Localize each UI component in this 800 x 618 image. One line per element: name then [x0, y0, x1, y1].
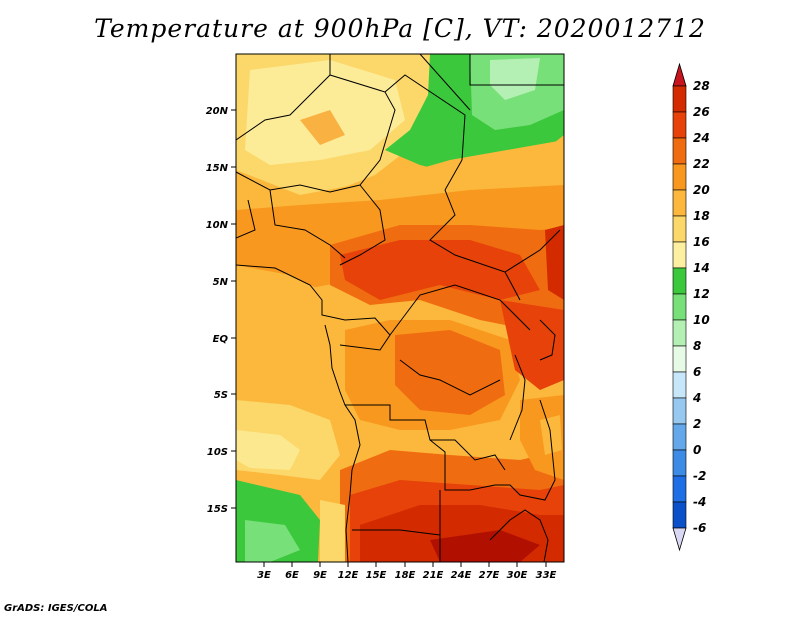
lon-label: 21E [423, 570, 444, 581]
colorbar-tick-label: 28 [693, 79, 710, 93]
colorbar-segment [672, 293, 687, 321]
colorbar-tick-label: -4 [693, 495, 706, 509]
colorbar-tick-label: 10 [693, 313, 710, 327]
colorbar-segment [672, 501, 687, 529]
lat-axis: 20N 15N 10N 5N EQ 5S 10S 15S [206, 106, 236, 515]
colorbar-segment [672, 371, 687, 399]
lat-label: 5N [213, 277, 229, 288]
lat-label: 10S [207, 447, 228, 458]
colorbar-tick-label: 20 [693, 183, 710, 197]
colorbar-segment [672, 111, 687, 139]
colorbar-bottom-arrow [672, 527, 687, 552]
colorbar-tick-label: 18 [693, 209, 710, 223]
lon-label: 6E [285, 570, 299, 581]
lat-label: 5S [214, 390, 228, 401]
colorbar-segment [672, 241, 687, 269]
colorbar-tick-label: 8 [693, 339, 701, 353]
lon-label: 18E [395, 570, 416, 581]
colorbar-segment [672, 189, 687, 217]
lon-label: 3E [257, 570, 271, 581]
colorbar-segment [672, 345, 687, 373]
lon-label: 33E [536, 570, 557, 581]
lon-label: 9E [313, 570, 327, 581]
lon-label: 30E [507, 570, 528, 581]
colorbar-tick-label: 2 [693, 417, 701, 431]
colorbar-segment [672, 215, 687, 243]
lat-label: 15N [206, 163, 229, 174]
colorbar-tick-label: -2 [693, 469, 706, 483]
colorbar-segment [672, 85, 687, 113]
lat-label: EQ [213, 334, 229, 345]
lat-label: 20N [206, 106, 229, 117]
colorbar-segment [672, 137, 687, 165]
lon-label: 24E [451, 570, 472, 581]
colorbar-segment [672, 319, 687, 347]
map-frame [235, 53, 565, 563]
colorbar-top-arrow [672, 62, 687, 87]
colorbar-segment [672, 475, 687, 503]
colorbar-tick-label: 16 [693, 235, 710, 249]
colorbar-tick-label: -6 [693, 521, 706, 535]
colorbar-tick-label: 12 [693, 287, 710, 301]
colorbar-tick-label: 6 [693, 365, 701, 379]
colorbar-tick-label: 26 [693, 105, 710, 119]
footer-credit: GrADS: IGES/COLA [4, 603, 108, 614]
colorbar-tick-label: 24 [693, 131, 710, 145]
temperature-field [236, 54, 564, 562]
colorbar-tick-label: 0 [693, 443, 701, 457]
colorbar-segment [672, 267, 687, 295]
lon-axis: 3E 6E 9E 12E 15E 18E 21E 24E 27E 30E 33E [257, 562, 557, 581]
country-borders [236, 54, 564, 562]
lat-label: 15S [207, 504, 228, 515]
colorbar-segment [672, 449, 687, 477]
lon-label: 27E [479, 570, 500, 581]
colorbar-segment [672, 397, 687, 425]
lon-label: 12E [338, 570, 359, 581]
colorbar-segment [672, 163, 687, 191]
chart-title: Temperature at 900hPa [C], VT: 202001271… [94, 14, 706, 43]
colorbar-tick-label: 22 [693, 157, 710, 171]
colorbar-tick-label: 14 [693, 261, 710, 275]
lat-label: 10N [206, 220, 229, 231]
colorbar-segment [672, 423, 687, 451]
colorbar-tick-label: 4 [692, 391, 701, 405]
lon-label: 15E [366, 570, 387, 581]
